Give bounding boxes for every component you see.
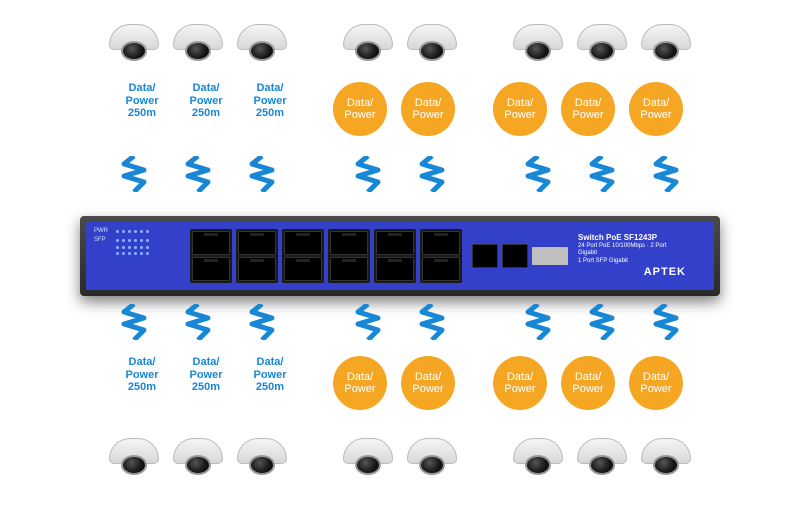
port-block [236, 229, 278, 283]
label-orange: Data/Power [401, 356, 455, 410]
dome-camera [513, 24, 563, 66]
switch-model: Switch PoE SF1243P [578, 233, 686, 242]
zigzag-icon [109, 304, 159, 340]
port-block [328, 229, 370, 283]
sfp-slot [532, 247, 568, 265]
bottom-zigzag-row [0, 304, 800, 340]
top-zigzag-row [0, 156, 800, 192]
poe-switch: PWR SFP Switch PoE SF1243P 24 Port PoE 1… [80, 216, 720, 296]
dome-camera [173, 24, 223, 66]
dome-camera [109, 24, 159, 66]
label-orange: Data/Power [493, 82, 547, 136]
dome-camera [513, 438, 563, 480]
zigzag-icon [641, 304, 691, 340]
zigzag-icon [577, 304, 627, 340]
led-label: PWR [94, 228, 112, 234]
dome-camera [641, 438, 691, 480]
label-blue: Data/Power250m [245, 82, 295, 136]
zigzag-icon [641, 156, 691, 192]
dome-camera [407, 438, 457, 480]
brand-text: Switch PoE SF1243P 24 Port PoE 10/100Mbp… [578, 233, 686, 279]
label-blue: Data/Power250m [181, 82, 231, 136]
zigzag-icon [343, 304, 393, 340]
top-camera-row [0, 24, 800, 66]
camera-group [343, 438, 457, 480]
camera-group [513, 24, 691, 66]
dome-camera [343, 438, 393, 480]
label-blue: Data/Power250m [117, 82, 167, 136]
dome-camera [109, 438, 159, 480]
port-block [190, 229, 232, 283]
dome-camera [577, 24, 627, 66]
label-orange: Data/Power [401, 82, 455, 136]
zigzag-icon [173, 304, 223, 340]
zigzag-icon [343, 156, 393, 192]
led-label: SFP [94, 237, 112, 243]
top-label-row: Data/Power250m Data/Power250m Data/Power… [0, 82, 800, 136]
port-block [282, 229, 324, 283]
dome-camera [641, 24, 691, 66]
uplink-zone [472, 244, 568, 268]
brand-logo: APTEK [578, 266, 686, 279]
switch-sub: 24 Port PoE 10/100Mbps · 2 Port Gigabit [578, 243, 686, 257]
zigzag-icon [237, 156, 287, 192]
label-blue: Data/Power250m [181, 356, 231, 410]
label-orange: Data/Power [629, 356, 683, 410]
label-orange: Data/Power [493, 356, 547, 410]
label-orange: Data/Power [629, 82, 683, 136]
dome-camera [343, 24, 393, 66]
zigzag-icon [407, 156, 457, 192]
port-bank [190, 229, 462, 283]
switch-faceplate: PWR SFP Switch PoE SF1243P 24 Port PoE 1… [86, 222, 714, 290]
label-orange: Data/Power [561, 356, 615, 410]
zigzag-icon [109, 156, 159, 192]
camera-group [109, 24, 287, 66]
uplink-port [472, 244, 498, 268]
zigzag-icon [513, 156, 563, 192]
label-orange: Data/Power [333, 82, 387, 136]
bottom-label-row: Data/Power250m Data/Power250m Data/Power… [0, 356, 800, 410]
camera-group [343, 24, 457, 66]
port-block [420, 229, 462, 283]
zigzag-icon [407, 304, 457, 340]
label-orange: Data/Power [561, 82, 615, 136]
port-block [374, 229, 416, 283]
label-orange: Data/Power [333, 356, 387, 410]
label-blue: Data/Power250m [245, 356, 295, 410]
zigzag-icon [173, 156, 223, 192]
dome-camera [237, 438, 287, 480]
label-blue: Data/Power250m [117, 356, 167, 410]
zigzag-icon [237, 304, 287, 340]
camera-group [513, 438, 691, 480]
dome-camera [577, 438, 627, 480]
uplink-port [502, 244, 528, 268]
dome-camera [407, 24, 457, 66]
camera-group [109, 438, 287, 480]
switch-sub: 1 Port SFP Gigabit [578, 258, 686, 265]
bottom-camera-row [0, 438, 800, 480]
dome-camera [237, 24, 287, 66]
zigzag-icon [577, 156, 627, 192]
zigzag-icon [513, 304, 563, 340]
dome-camera [173, 438, 223, 480]
led-panel: PWR SFP [94, 228, 180, 284]
